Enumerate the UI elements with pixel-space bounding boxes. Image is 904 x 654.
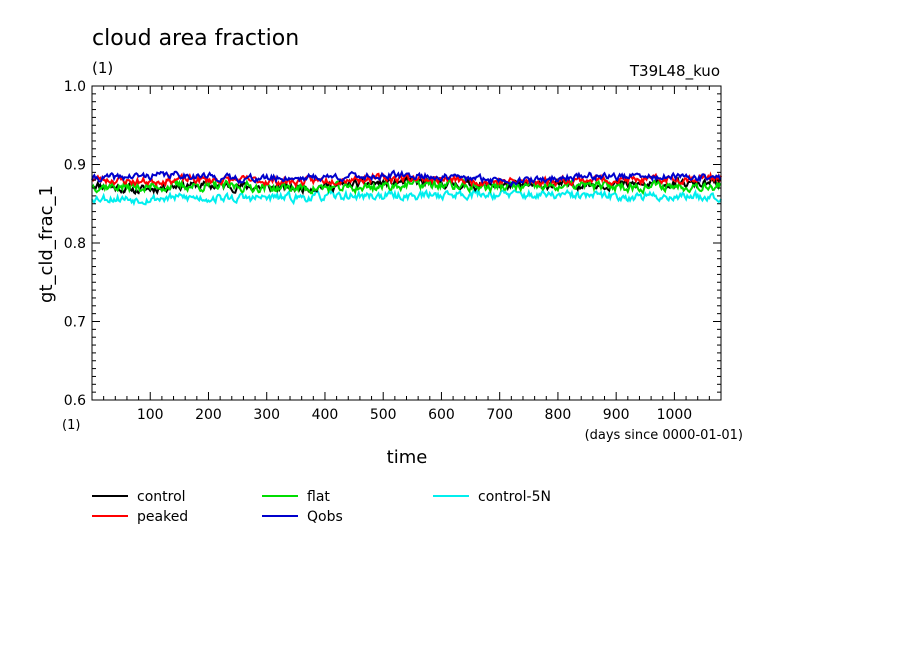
x-tick-label: 900: [603, 407, 630, 423]
y-tick-label: 0.6: [64, 393, 86, 409]
legend-label-control-5n: control-5N: [478, 489, 551, 505]
y-tick-label: 0.9: [64, 158, 86, 174]
x-tick-label: 700: [486, 407, 513, 423]
series-line-control-5n: [91, 187, 722, 207]
x-tick-label: 600: [428, 407, 455, 423]
x-axis-label: time: [387, 447, 428, 468]
x-tick-label: 200: [195, 407, 222, 423]
x-tick-label: 400: [312, 407, 339, 423]
series-layer: [91, 169, 722, 207]
axes: 0.6 0.7 0.8 0.9 1.0 100 200 300 400 500 600 700 800 9…: [64, 79, 722, 423]
x-tick-label: 300: [253, 407, 280, 423]
legend: control peaked flat Qobs control-5N: [92, 489, 551, 525]
y-axis-units: (1): [62, 418, 80, 433]
y-axis-label: gt_cld_frac_1: [36, 185, 57, 303]
x-tick-label: 500: [370, 407, 397, 423]
legend-label-control: control: [137, 489, 186, 505]
legend-label-peaked: peaked: [137, 509, 188, 525]
x-tick-label: 1000: [657, 407, 693, 423]
x-axis-units: (days since 0000-01-01): [585, 428, 743, 443]
y-tick-label: 1.0: [64, 79, 86, 95]
series-line-qobs: [91, 169, 722, 188]
x-tick-label: 800: [545, 407, 572, 423]
series-line-flat: [91, 176, 722, 196]
experiment-label: T39L48_kuo: [629, 62, 720, 81]
chart-units: (1): [92, 59, 113, 77]
y-tick-label: 0.7: [64, 315, 86, 331]
legend-label-flat: flat: [307, 489, 330, 505]
chart-title: cloud area fraction: [92, 26, 299, 51]
x-tick-label: 100: [137, 407, 164, 423]
y-tick-label: 0.8: [64, 236, 86, 252]
legend-label-qobs: Qobs: [307, 509, 343, 525]
